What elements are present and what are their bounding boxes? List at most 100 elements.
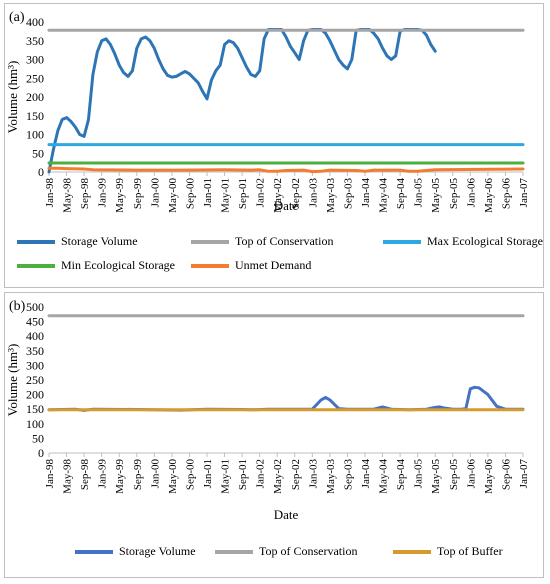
- x-tick-label: May-98: [62, 459, 74, 494]
- x-tick-label: Jan-06: [465, 178, 477, 208]
- x-tick-label: Jan-98: [44, 459, 56, 489]
- y-axis-title: Volume (hm³): [5, 61, 20, 134]
- legend-item: Top of Buffer: [393, 544, 503, 559]
- legend-label: Top of Conservation: [235, 234, 334, 248]
- x-tick-label: Sep-01: [237, 178, 249, 209]
- legend-label: Storage Volume: [119, 544, 196, 558]
- legend-label: Top of Conservation: [259, 544, 358, 558]
- x-axis-title: Date: [274, 198, 299, 213]
- x-tick-label: May-01: [220, 178, 232, 213]
- legend-item: Storage Volume: [75, 544, 196, 559]
- legend-item: Storage Volume: [17, 234, 138, 249]
- legend-label: Unmet Demand: [235, 258, 312, 272]
- x-tick-label: Sep-02: [290, 459, 302, 490]
- x-tick-label: Sep-03: [342, 459, 354, 491]
- y-tick-label: 200: [26, 90, 44, 104]
- x-tick-label: May-06: [483, 178, 495, 213]
- x-tick-label: Sep-00: [184, 178, 196, 210]
- x-tick-label: Sep-00: [184, 459, 196, 491]
- x-tick-label: Sep-05: [448, 459, 460, 491]
- x-tick-label: Sep-04: [395, 178, 407, 210]
- y-tick-label: 300: [26, 53, 44, 67]
- y-tick-label: 350: [26, 344, 44, 358]
- y-tick-label: 400: [26, 329, 44, 343]
- panel-label-a: (a): [9, 10, 25, 25]
- series-line-unmet-demand: [47, 166, 525, 174]
- x-tick-label: May-03: [325, 459, 337, 494]
- y-tick-label: 0: [38, 165, 44, 179]
- legend-swatch: [215, 549, 253, 554]
- x-tick-label: May-99: [114, 178, 126, 213]
- x-tick-label: May-01: [220, 459, 232, 494]
- y-tick-label: 250: [26, 373, 44, 387]
- x-tick-label: May-05: [430, 178, 442, 213]
- x-tick-label: Sep-01: [237, 459, 249, 490]
- x-tick-label: May-00: [167, 178, 179, 213]
- x-tick-label: May-98: [62, 178, 74, 213]
- x-tick-label: Sep-98: [79, 178, 91, 210]
- x-tick-label: Jan-05: [413, 178, 425, 208]
- x-tick-label: Sep-02: [290, 178, 302, 209]
- legend-item: Top of Conservation: [215, 544, 357, 559]
- x-tick-label: Jan-04: [360, 459, 372, 489]
- panel-label-b: (b): [9, 299, 26, 314]
- y-tick-label: 250: [26, 71, 44, 85]
- legend-label: Top of Buffer: [437, 544, 503, 558]
- x-tick-label: Jan-00: [149, 459, 161, 489]
- x-tick-label: Jan-99: [97, 178, 109, 208]
- legend-swatch: [393, 549, 431, 554]
- y-tick-label: 300: [26, 358, 44, 372]
- y-tick-label: 400: [26, 15, 44, 29]
- x-tick-label: Sep-99: [132, 459, 144, 491]
- x-tick-label: Jan-98: [44, 178, 56, 208]
- legend-swatch: [17, 239, 55, 244]
- y-tick-label: 150: [26, 109, 44, 123]
- x-tick-label: Sep-05: [448, 178, 460, 210]
- x-tick-label: Jan-01: [202, 459, 214, 488]
- x-tick-label: Jan-07: [518, 459, 530, 489]
- legend-item: Min Ecological Storage: [17, 258, 175, 273]
- legend-swatch: [191, 263, 229, 268]
- y-tick-label: 100: [26, 128, 44, 142]
- x-axis-title: Date: [274, 507, 299, 522]
- legend-label: Max Ecological Storage: [427, 234, 543, 248]
- x-tick-label: Jan-03: [307, 178, 319, 208]
- x-tick-label: Jan-05: [413, 459, 425, 489]
- series-line-storage-volume: [47, 385, 525, 412]
- legend-label: Min Ecological Storage: [61, 258, 175, 272]
- y-tick-label: 350: [26, 34, 44, 48]
- legend-item: Max Ecological Storage: [383, 234, 543, 249]
- x-tick-label: Jan-04: [360, 178, 372, 208]
- x-tick-label: May-04: [378, 459, 390, 494]
- x-tick-label: Sep-03: [342, 178, 354, 210]
- x-tick-label: Jan-02: [255, 459, 267, 488]
- chart-a-svg: 0 50 100 150 200 250 300 350 400 Jan-98 May-98 Sep-…: [5, 15, 530, 213]
- x-tick-label: May-04: [378, 178, 390, 213]
- y-axis-title: Volume (hm³): [5, 344, 20, 417]
- chart-panel-b: (b) 0 50 100 150 200 250 300 350 400 450 500 Jan-98…: [4, 292, 544, 578]
- y-tick-label: 100: [26, 417, 44, 431]
- legend-swatch: [17, 263, 55, 268]
- x-tick-label: May-02: [272, 178, 284, 213]
- x-tick-label: May-02: [272, 459, 284, 494]
- y-tick-label: 150: [26, 402, 44, 416]
- chart-panel-a: (a) 0 50 100 150 200 250 300 350 400 Jan-98 May-98…: [4, 3, 544, 288]
- y-tick-label: 200: [26, 388, 44, 402]
- y-tick-label: 450: [26, 315, 44, 329]
- x-tick-label: Sep-04: [395, 459, 407, 491]
- y-tick-label: 0: [38, 446, 44, 460]
- legend-swatch: [383, 239, 421, 244]
- y-tick-label: 50: [32, 146, 44, 160]
- x-tick-label: Jan-03: [307, 459, 319, 489]
- x-tick-label: Sep-99: [132, 178, 144, 210]
- x-tick-label: Jan-07: [518, 178, 530, 208]
- x-tick-label: Jan-99: [97, 459, 109, 489]
- series-line-storage-volume: [47, 28, 437, 174]
- x-tick-label: Jan-00: [149, 178, 161, 208]
- x-tick-label: May-05: [430, 459, 442, 494]
- y-tick-label: 500: [26, 300, 44, 314]
- legend-swatch: [75, 549, 113, 554]
- x-tick-label: Sep-98: [79, 459, 91, 491]
- x-tick-label: May-99: [114, 459, 126, 494]
